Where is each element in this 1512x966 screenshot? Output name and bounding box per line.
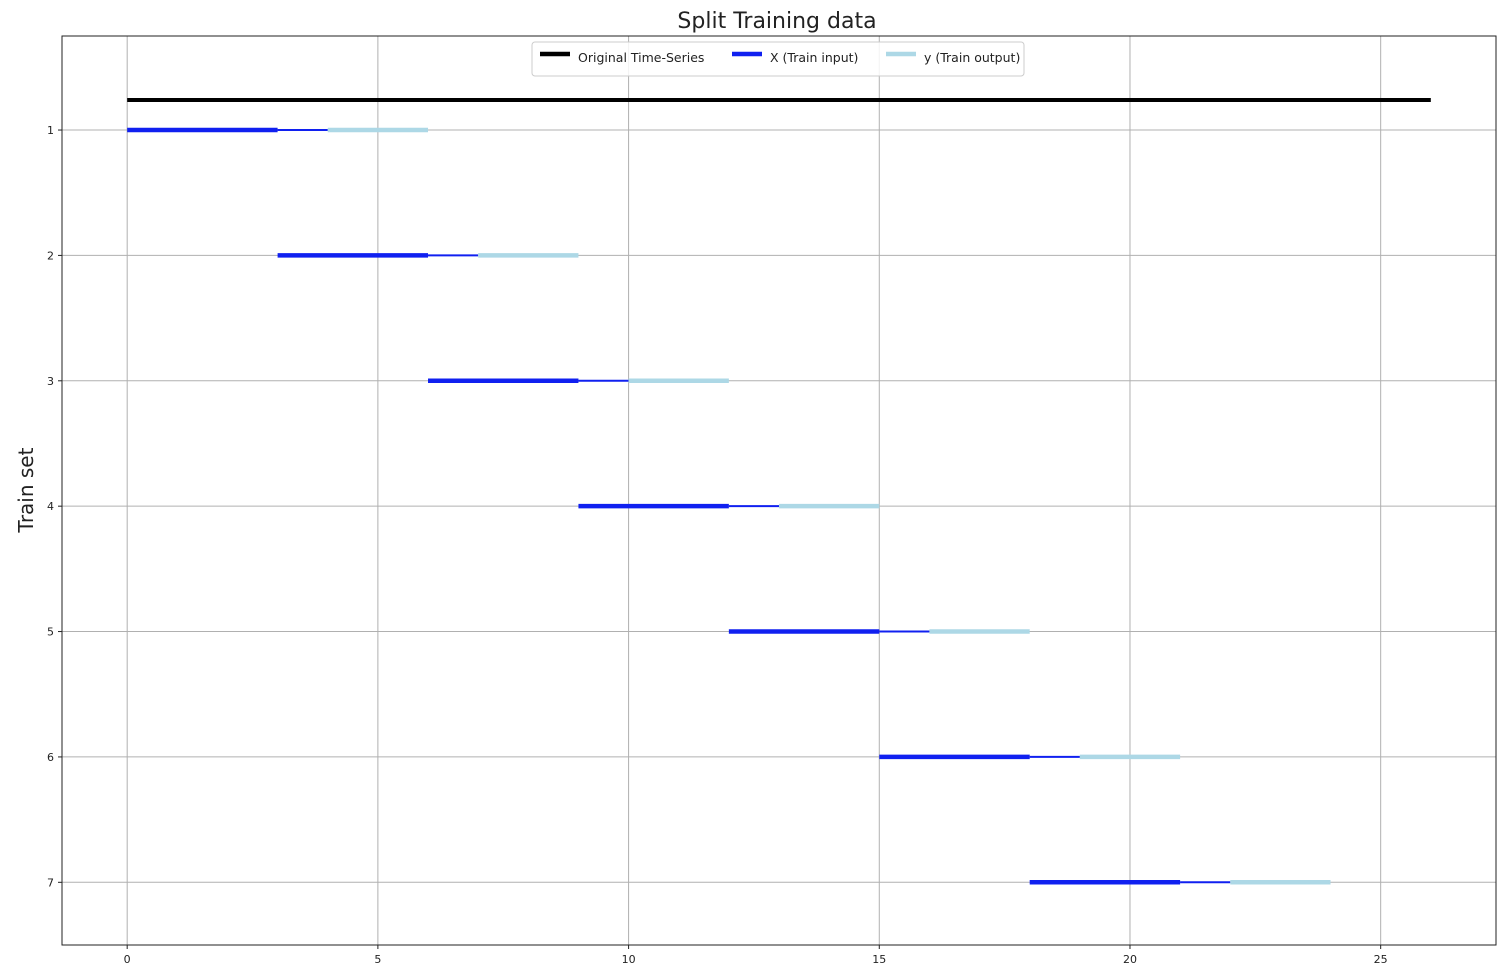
x-tick-label: 5 [374, 953, 381, 966]
legend-label: y (Train output) [924, 50, 1020, 65]
x-tick-label: 10 [622, 953, 636, 966]
legend-label: Original Time-Series [578, 50, 704, 65]
plot-area-frame [61, 35, 1497, 946]
series-layer [127, 97, 1431, 885]
legend-box [531, 41, 1025, 77]
y-tick-label: 1 [47, 124, 54, 137]
axis-ticks: 0 5 10 15 20 25 1 2 3 4 5 6 7 [47, 124, 1388, 966]
y-tick-label: 7 [47, 876, 54, 889]
y-tick-label: 4 [47, 500, 54, 513]
x-tick-label: 20 [1123, 953, 1137, 966]
legend-label: X (Train input) [770, 50, 858, 65]
y-tick-label: 2 [47, 249, 54, 262]
grid-lines [62, 36, 1496, 945]
legend: Original Time-Series X (Train input) y (Tr… [531, 41, 1025, 77]
legend-items: Original Time-Series X (Train input) y (Tr… [540, 50, 1020, 65]
chart-title: Split Training data [677, 9, 876, 34]
y-tick-label: 3 [47, 375, 54, 388]
x-tick-label: 0 [124, 953, 131, 966]
x-tick-label: 25 [1374, 953, 1388, 966]
y-tick-label: 6 [47, 751, 54, 764]
y-tick-label: 5 [47, 626, 54, 639]
x-tick-label: 15 [872, 953, 886, 966]
y-axis-label: Train set [14, 447, 38, 533]
